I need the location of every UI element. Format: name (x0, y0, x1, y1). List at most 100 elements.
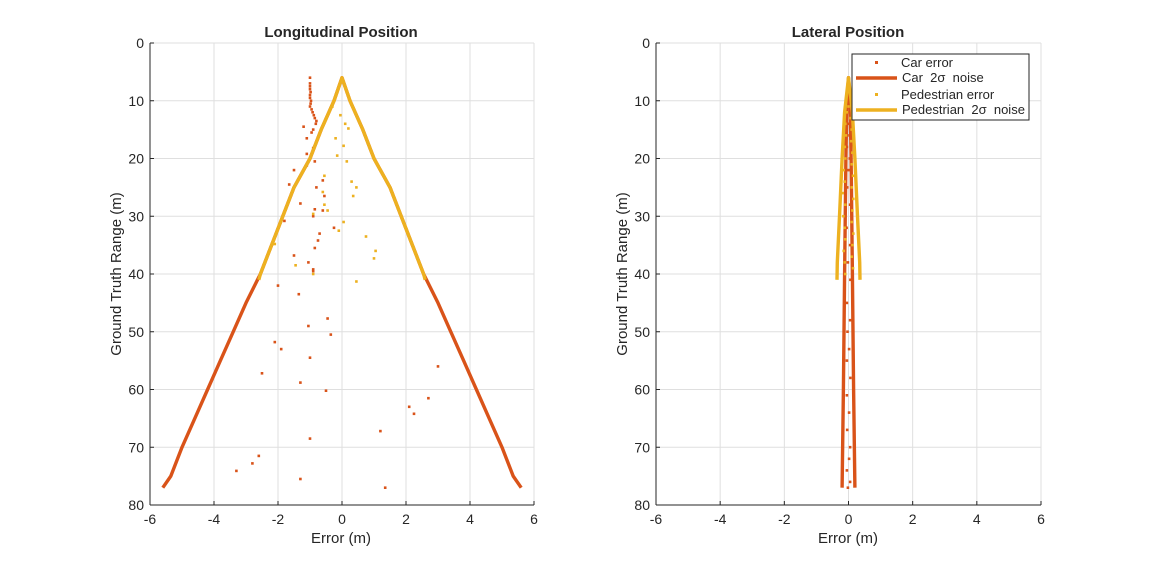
longitudinal-car-error-point (297, 292, 301, 296)
lateral-x-tick-label: -6 (650, 511, 663, 527)
longitudinal-pedestrian-error-point (374, 249, 377, 253)
longitudinal-car-error-point (323, 194, 326, 198)
longitudinal-y-tick-label: 70 (128, 439, 144, 455)
lateral-pedestrian-error-point (842, 249, 845, 253)
longitudinal-car-error-point (279, 347, 283, 351)
longitudinal-car-error-point (318, 232, 321, 235)
longitudinal-pedestrian-error-point (342, 144, 345, 148)
longitudinal-car-error-point (308, 87, 312, 91)
longitudinal-car-error-point (307, 324, 310, 328)
longitudinal-car-error-point (313, 160, 317, 163)
longitudinal-car-error-point (383, 486, 387, 489)
lateral-x-tick-label: 0 (845, 511, 853, 527)
lateral-pedestrian-error-point (841, 191, 844, 195)
lateral-car-error-point (847, 168, 850, 172)
longitudinal-pedestrian-error-point (311, 212, 315, 216)
lateral-pedestrian-error-point (850, 186, 853, 189)
lateral-title: Lateral Position (792, 24, 905, 41)
longitudinal-car-error-point (313, 208, 317, 211)
longitudinal-car-error-point (412, 412, 416, 416)
lateral-pedestrian-error-point (843, 145, 846, 149)
longitudinal-pedestrian-error-point (334, 137, 337, 140)
lateral-y-tick-label: 30 (634, 208, 650, 224)
longitudinal-x-tick-label: -4 (208, 511, 221, 527)
longitudinal-car-error-point (321, 209, 325, 212)
lateral-car-error-point (848, 480, 852, 484)
lateral-pedestrian-error-point (852, 197, 855, 201)
lateral-car-error-point (845, 301, 849, 305)
longitudinal-car-error-point (321, 179, 325, 182)
lateral-pedestrian-error-point (849, 116, 852, 120)
longitudinal-car-error-point (324, 389, 328, 392)
longitudinal-car-error-point (326, 317, 329, 320)
lateral-y-axis-label: Ground Truth Range (m) (614, 192, 631, 355)
longitudinal-car-error-point (308, 356, 312, 359)
longitudinal-pedestrian-error-point (364, 235, 368, 238)
lateral-pedestrian-error-point (851, 151, 854, 154)
lateral-y-tick-label: 0 (642, 35, 650, 51)
longitudinal-car-error-point (299, 477, 302, 481)
longitudinal-car-error-point (309, 90, 312, 94)
lateral-y-tick-label: 70 (634, 439, 650, 455)
longitudinal-car-error-point (260, 372, 264, 375)
longitudinal-car-error-point (292, 168, 296, 172)
longitudinal-car-error-point (235, 469, 238, 473)
lateral-pedestrian-error-point (850, 163, 853, 166)
longitudinal-x-tick-label: 6 (530, 511, 538, 527)
lateral-pedestrian-error-point (847, 105, 850, 108)
longitudinal-car-error-point (276, 284, 280, 287)
lateral-pedestrian-error-point (851, 266, 855, 270)
longitudinal-pedestrian-error-point (273, 242, 277, 246)
longitudinal-car-error-point (329, 333, 333, 336)
longitudinal-y-tick-label: 10 (128, 93, 144, 109)
legend: Car error Car 2σ noise Pedestrian error … (851, 53, 1030, 121)
longitudinal-car-error-point (299, 381, 302, 384)
longitudinal-car-error-point (311, 128, 315, 131)
longitudinal-pedestrian-error-point (355, 186, 358, 189)
longitudinal-pedestrian-error-point (323, 174, 326, 178)
longitudinal-car-error-point (427, 396, 430, 400)
longitudinal-car-error-point (436, 365, 440, 368)
lateral-y-tick-label: 80 (634, 497, 650, 513)
longitudinal-car-error-point (257, 454, 261, 458)
lateral-pedestrian-error-point (844, 157, 847, 160)
lateral-pedestrian-error-point (851, 209, 854, 212)
longitudinal-grid (149, 42, 535, 506)
longitudinal-car-error-point (308, 93, 312, 97)
longitudinal-car-error-point (292, 254, 296, 257)
lateral-pedestrian-error-point (850, 255, 853, 258)
lateral-pedestrian-error-point (842, 214, 845, 218)
lateral-pedestrian-error-point (845, 111, 849, 114)
longitudinal-car-error-point (302, 125, 305, 128)
longitudinal-y-axis-label: Ground Truth Range (m) (108, 192, 125, 355)
longitudinal-x-tick-label: 4 (466, 511, 474, 527)
longitudinal-car-error-point (315, 119, 318, 123)
lateral-x-axis-label: Error (m) (818, 530, 878, 547)
lateral-car-error-point (845, 394, 849, 397)
longitudinal-car-error-point (332, 226, 336, 230)
longitudinal-pedestrian-error-point (339, 113, 342, 117)
lateral-car-error-point (849, 376, 852, 380)
longitudinal-pedestrian-error-point (321, 190, 325, 194)
longitudinal-pedestrian-error-point (345, 160, 349, 163)
longitudinal-car-error-point (311, 214, 315, 218)
longitudinal-y-tick-label: 30 (128, 208, 144, 224)
longitudinal-pedestrian-error-point (347, 127, 350, 130)
longitudinal-car-error-point (309, 99, 313, 103)
lateral-car-error-point (848, 445, 852, 449)
longitudinal-car-error-point (299, 202, 302, 205)
longitudinal-y-tick-label: 80 (128, 497, 144, 513)
longitudinal-car-error-point (309, 102, 312, 105)
lateral-pedestrian-error-point (844, 272, 847, 276)
longitudinal-car-error-point (316, 239, 320, 242)
longitudinal-car-error-point (305, 152, 309, 156)
lateral-car-error-point (848, 243, 852, 247)
legend-marker-pedestrian-error (875, 93, 878, 96)
legend-label-pedestrian-noise: Pedestrian 2σ noise (902, 102, 1025, 117)
longitudinal-pedestrian-error-point (311, 272, 315, 276)
longitudinal-car-error-point (311, 269, 315, 273)
lateral-x-tick-label: -2 (778, 511, 791, 527)
longitudinal-pedestrian-error-point (343, 122, 347, 126)
